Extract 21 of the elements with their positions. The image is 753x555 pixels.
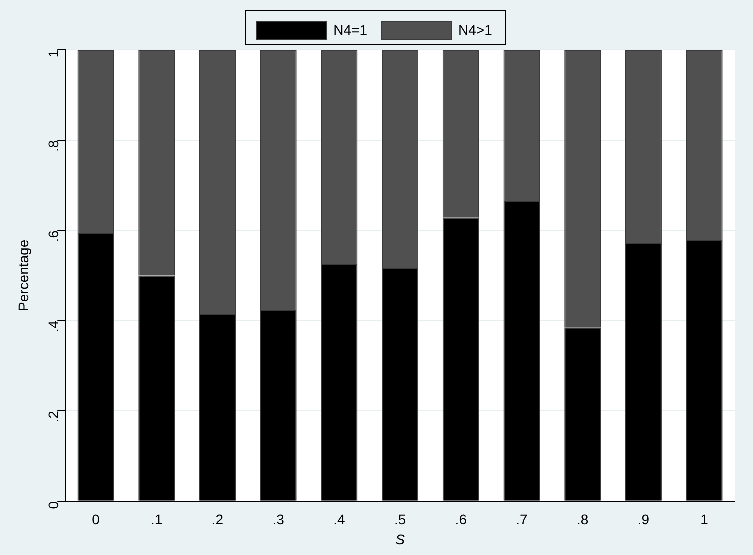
y-tick-label: .2 <box>45 410 62 423</box>
x-tick-label: .3 <box>272 512 285 528</box>
y-tick-label: .6 <box>45 230 62 242</box>
y-axis-title: Percentage <box>15 240 32 312</box>
x-tick-label: .7 <box>516 512 528 528</box>
x-tick-label: .6 <box>455 512 468 528</box>
legend-label: N4=1 <box>334 22 368 38</box>
y-tick-label: .4 <box>45 320 62 333</box>
x-tick-label: .5 <box>394 512 406 528</box>
y-tick-label: 0 <box>45 501 62 510</box>
x-tick-label: .8 <box>577 512 589 528</box>
legend-label: N4>1 <box>458 22 493 38</box>
y-tick-label: 1 <box>45 50 62 58</box>
x-tick-label: .1 <box>151 512 163 528</box>
x-tick-label: .9 <box>638 512 650 528</box>
x-tick-label: .4 <box>334 512 346 528</box>
x-axis-title: S <box>396 531 406 548</box>
y-tick-label: .8 <box>45 140 62 152</box>
x-tick-label: 1 <box>700 512 709 528</box>
x-tick-label: .2 <box>212 512 224 528</box>
x-tick-label: 0 <box>92 512 100 528</box>
